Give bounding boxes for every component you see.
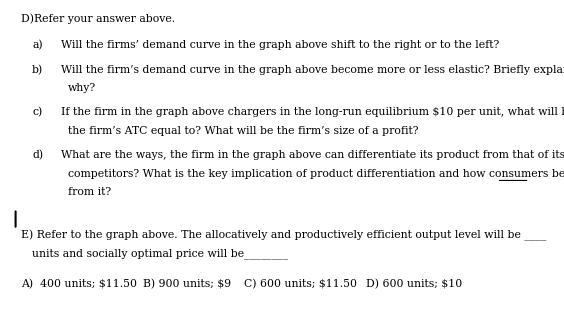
Text: the firm’s ATC equal to? What will be the firm’s size of a profit?: the firm’s ATC equal to? What will be th… bbox=[68, 126, 418, 136]
Text: Will the firms’ demand curve in the graph above shift to the right or to the lef: Will the firms’ demand curve in the grap… bbox=[61, 40, 499, 50]
Text: competitors? What is the key implication of product differentiation and how cons: competitors? What is the key implication… bbox=[68, 169, 564, 179]
Text: D) 600 units; $10: D) 600 units; $10 bbox=[366, 279, 462, 290]
Text: B) 900 units; $9: B) 900 units; $9 bbox=[143, 279, 231, 290]
Text: why?: why? bbox=[68, 83, 96, 93]
Text: d): d) bbox=[32, 150, 43, 161]
Text: E) Refer to the graph above. The allocatively and productively efficient output : E) Refer to the graph above. The allocat… bbox=[21, 229, 547, 241]
Text: What are the ways, the firm in the graph above can differentiate its product fro: What are the ways, the firm in the graph… bbox=[61, 150, 564, 160]
Text: units and socially optimal price will be________: units and socially optimal price will be… bbox=[32, 248, 288, 259]
Text: b): b) bbox=[32, 65, 43, 75]
Text: If the firm in the graph above chargers in the long-run equilibrium $10 per unit: If the firm in the graph above chargers … bbox=[61, 107, 564, 117]
Text: Will the firm’s demand curve in the graph above become more or less elastic? Bri: Will the firm’s demand curve in the grap… bbox=[61, 65, 564, 75]
Text: c): c) bbox=[32, 107, 42, 118]
Text: a): a) bbox=[32, 40, 43, 50]
Text: A)  400 units; $11.50: A) 400 units; $11.50 bbox=[21, 279, 137, 290]
Text: C) 600 units; $11.50: C) 600 units; $11.50 bbox=[244, 279, 358, 290]
Text: D)Refer your answer above.: D)Refer your answer above. bbox=[21, 14, 175, 24]
Text: from it?: from it? bbox=[68, 187, 111, 197]
